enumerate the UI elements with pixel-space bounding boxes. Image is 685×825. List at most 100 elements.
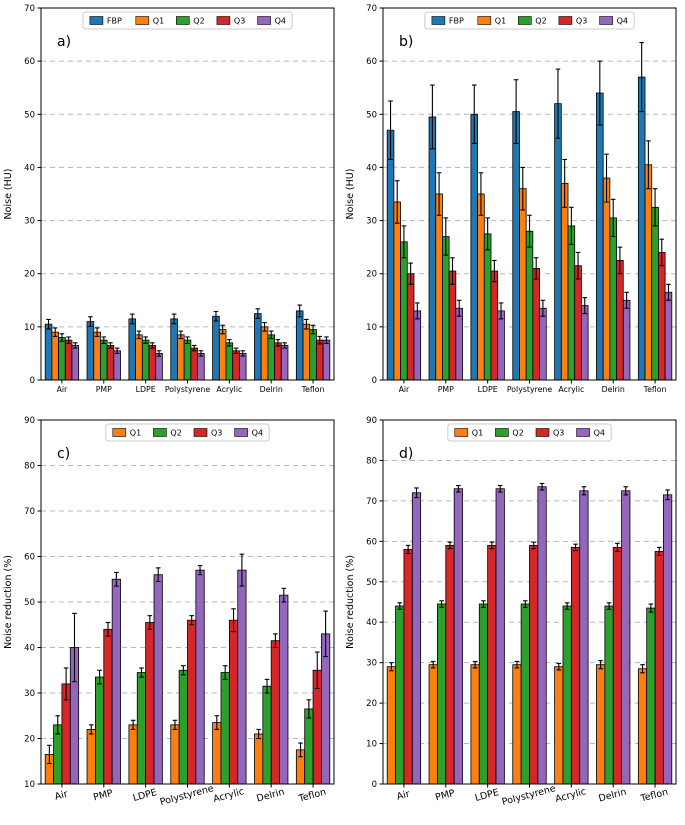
bar-FBP-LDPE xyxy=(128,318,136,381)
legend-box xyxy=(447,423,612,442)
bar-Q3-PMP xyxy=(106,345,115,381)
bar-Q3-Delrin xyxy=(612,546,622,785)
legend-swatch-Q2 xyxy=(495,428,509,437)
bar-Q4-Acrylic xyxy=(580,305,589,381)
bar-Q3-Acrylic xyxy=(232,350,240,381)
y-tick-label: 80 xyxy=(366,456,377,466)
x-tick-label: Polystyrene xyxy=(501,783,557,808)
bar-Q2-Acrylic xyxy=(567,225,576,381)
y-tick-label: 10 xyxy=(24,323,35,333)
legend-label-Q1: Q1 xyxy=(153,17,164,26)
y-axis-label: Noise (HU) xyxy=(3,169,14,220)
x-tick-label: Air xyxy=(57,385,68,394)
legend-label-FBP: FBP xyxy=(449,17,464,26)
x-tick-label: Air xyxy=(396,789,412,803)
y-tick-label: 70 xyxy=(366,497,377,507)
legend-swatch-Q4 xyxy=(576,428,590,437)
legend-swatch-Q1 xyxy=(112,428,127,437)
bar-Q2-Acrylic xyxy=(562,605,572,785)
y-tick-label: 0 xyxy=(372,780,377,790)
bar-Q3-LDPE xyxy=(148,345,157,381)
bar-Q2-Air xyxy=(58,337,66,381)
legend-label-Q2: Q2 xyxy=(193,17,204,26)
bar-Q2-Polystyrene xyxy=(178,669,188,785)
x-tick-label: Teflon xyxy=(301,385,325,394)
x-tick-label: Air xyxy=(399,385,410,394)
bar-Q4-Delrin xyxy=(622,299,631,381)
y-tick-label: 70 xyxy=(24,507,35,517)
x-tick-label: Polystyrene xyxy=(165,385,210,394)
bar-Q1-Teflon xyxy=(302,323,311,381)
bar-Q4-Polystyrene xyxy=(197,353,205,381)
legend-swatch-Q1 xyxy=(135,16,150,25)
legend-swatch-Q2 xyxy=(176,16,190,25)
legend-label-Q1: Q1 xyxy=(495,17,506,26)
bar-Q2-Polystyrene xyxy=(525,230,534,381)
y-tick-label: 0 xyxy=(372,376,377,386)
legend-swatch-Q4 xyxy=(234,428,248,437)
bar-Q1-PMP xyxy=(93,331,101,381)
bar-Q2-Delrin xyxy=(604,605,614,785)
bar-Q1-PMP xyxy=(428,664,438,785)
bar-Q1-Air xyxy=(393,201,401,381)
bar-Q1-Polystyrene xyxy=(170,724,180,785)
bar-Q3-Delrin xyxy=(274,342,282,381)
y-tick-label: 50 xyxy=(24,110,35,120)
y-tick-label: 80 xyxy=(24,462,35,472)
bar-Q1-Acrylic xyxy=(554,666,564,785)
bar-FBP-Delrin xyxy=(254,313,262,381)
legend-swatch-Q2 xyxy=(518,16,532,25)
x-tick-label: Teflon xyxy=(297,787,328,805)
bar-Q4-Polystyrene xyxy=(195,569,205,785)
bar-Q3-Acrylic xyxy=(228,619,239,785)
bar-Q3-Polystyrene xyxy=(529,544,539,785)
panel-label: a) xyxy=(57,34,71,50)
x-tick-label: Delrin xyxy=(260,385,283,394)
x-tick-label: Delrin xyxy=(597,787,627,805)
y-tick-label: 30 xyxy=(24,689,35,699)
x-tick-label: Polystyrene xyxy=(159,783,215,808)
chart-panel-a: 0 10 20 30 40 50 60 70 Air PMP LDPE Polystyrene Acry… xyxy=(3,4,335,394)
y-tick-label: 10 xyxy=(24,780,35,790)
bar-Q3-PMP xyxy=(448,270,457,381)
y-tick-label: 60 xyxy=(24,553,35,563)
legend-label-Q4: Q4 xyxy=(594,429,605,438)
bar-Q3-Teflon xyxy=(316,339,324,381)
bar-FBP-Polystyrene xyxy=(512,111,520,381)
legend-swatch-Q4 xyxy=(599,16,613,25)
bar-Q3-LDPE xyxy=(490,270,499,381)
bar-Q4-PMP xyxy=(111,578,121,785)
bar-Q4-Polystyrene xyxy=(537,486,547,785)
legend-box xyxy=(105,423,270,442)
chart-panel-d: 0 10 20 30 40 50 60 70 80 90 Air PMP LDPE Polystyrene… xyxy=(345,416,677,808)
bar-FBP-Air xyxy=(386,129,395,381)
bar-Q1-Air xyxy=(386,666,396,785)
bar-Q2-Polystyrene xyxy=(183,339,192,381)
bar-Q1-Acrylic xyxy=(218,329,227,381)
y-tick-label: 20 xyxy=(366,270,377,280)
legend-swatch-Q1 xyxy=(454,428,469,437)
chart-panel-c: 10 20 30 40 50 60 70 80 90 Air PMP LDPE PolystyreneA… xyxy=(3,416,335,808)
x-tick-label: PMP xyxy=(438,385,454,394)
bar-Q3-LDPE xyxy=(145,622,155,785)
x-tick-label: Acrylic xyxy=(558,385,584,394)
legend-swatch-Q2 xyxy=(153,428,167,437)
bar-Q4-LDPE xyxy=(155,353,163,381)
bar-Q3-Acrylic xyxy=(570,546,581,785)
x-tick-label: Teflon xyxy=(639,787,670,805)
legend-swatch-Q3 xyxy=(535,428,550,437)
bar-Q2-Delrin xyxy=(609,217,617,381)
bar-Q1-Delrin xyxy=(260,326,269,381)
bar-Q4-PMP xyxy=(453,488,463,785)
bar-FBP-Acrylic xyxy=(212,315,220,381)
legend-swatch-Q3 xyxy=(558,16,573,25)
legend-label-Q2: Q2 xyxy=(512,429,523,438)
legend-label-Q4: Q4 xyxy=(275,17,286,26)
bar-Q2-Acrylic xyxy=(220,672,230,785)
bar-Q1-Delrin xyxy=(602,177,611,381)
legend-swatch-FBP xyxy=(89,16,104,25)
y-tick-label: 60 xyxy=(366,57,377,67)
bar-FBP-PMP xyxy=(428,116,437,381)
y-tick-label: 50 xyxy=(366,110,377,120)
panel-label: b) xyxy=(399,34,413,50)
